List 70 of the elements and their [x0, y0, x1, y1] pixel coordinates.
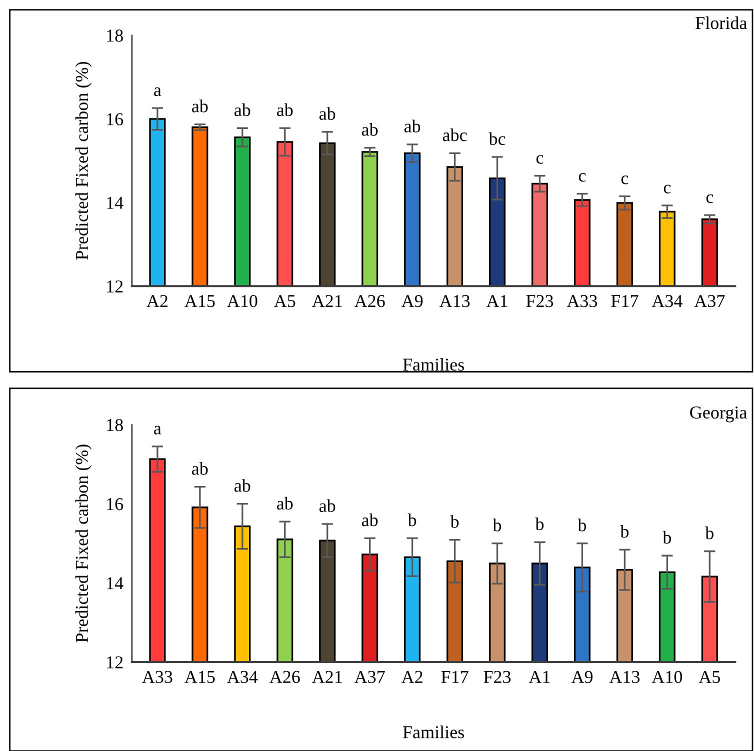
annotation: abc [442, 128, 467, 142]
x-tick-label: A9 [571, 670, 593, 684]
x-tick-label: A2 [146, 295, 168, 307]
annotation: c [706, 194, 714, 204]
annotation: ab [276, 496, 293, 510]
x-tick-label: A37 [694, 295, 725, 308]
annotation: b [705, 526, 714, 540]
x-tick-label: A34 [652, 295, 682, 308]
annotation: ab [234, 479, 250, 492]
x-tick-label: A37 [354, 670, 385, 684]
annotation: ab [362, 514, 378, 526]
annotation: b [662, 530, 672, 544]
y-axis-title: Predicted Fixed carbon (%) [75, 444, 92, 642]
annotation: a [154, 87, 162, 96]
x-tick-label: F23 [484, 670, 511, 684]
annotation: b [578, 518, 586, 532]
x-tick-label: A21 [312, 670, 342, 683]
y-tick-label: 18 [107, 418, 123, 432]
x-tick-label: A33 [142, 670, 172, 684]
x-tick-label: F17 [441, 670, 468, 683]
annotation: ab [192, 462, 208, 475]
x-tick-label: A21 [312, 295, 342, 307]
x-tick-label: A2 [401, 670, 422, 683]
x-tick-label: A10 [652, 670, 682, 684]
x-tick-label: A33 [566, 295, 598, 308]
x-tick-label: A5 [274, 295, 296, 308]
annotation: b [620, 524, 629, 538]
y-tick-label: 16 [107, 498, 124, 510]
y-axis-title: Predicted Fixed carbon (%) [75, 62, 92, 260]
x-tick-label: A15 [184, 295, 215, 308]
x-axis-title: Families [402, 726, 464, 738]
annotation: ab [404, 120, 420, 132]
annotation: bc [488, 132, 506, 145]
x-tick-label: A13 [439, 295, 470, 308]
annotation: a [154, 426, 162, 434]
x-tick-label: A1 [486, 295, 508, 307]
y-tick-label: 14 [107, 196, 124, 209]
annotation: ab [319, 499, 336, 512]
x-tick-label: F17 [611, 295, 638, 307]
y-tick-label: 14 [107, 577, 124, 590]
annotation: ab [362, 123, 378, 136]
chart-title: Florida [696, 16, 747, 30]
y-tick-label: 16 [107, 113, 124, 126]
annotation: c [664, 184, 671, 194]
x-tick-label: A9 [401, 295, 423, 308]
annotation: ab [234, 103, 250, 116]
x-tick-label: A15 [184, 670, 215, 684]
annotation: ab [319, 107, 336, 120]
x-tick-label: A26 [270, 670, 300, 684]
annotation: b [408, 514, 416, 526]
x-tick-label: A13 [609, 670, 640, 684]
x-tick-label: A1 [528, 670, 550, 683]
annotation: c [536, 155, 544, 164]
annotation: b [492, 518, 502, 532]
y-tick-label: 12 [107, 656, 123, 668]
annotation: ab [192, 100, 208, 112]
annotation: ab [276, 103, 293, 116]
annotation: c [578, 173, 586, 182]
chart-title: Georgia [690, 406, 747, 422]
x-tick-label: A26 [354, 295, 385, 308]
x-tick-label: F23 [526, 295, 554, 308]
annotation: c [621, 176, 628, 184]
y-tick-label: 12 [107, 280, 123, 292]
x-tick-label: A34 [227, 670, 258, 684]
x-axis-title: Families [402, 358, 464, 371]
x-tick-label: A5 [698, 670, 720, 684]
y-tick-label: 18 [107, 30, 123, 42]
x-tick-label: A10 [227, 294, 258, 308]
annotation: b [535, 517, 544, 530]
annotation: b [450, 515, 459, 528]
